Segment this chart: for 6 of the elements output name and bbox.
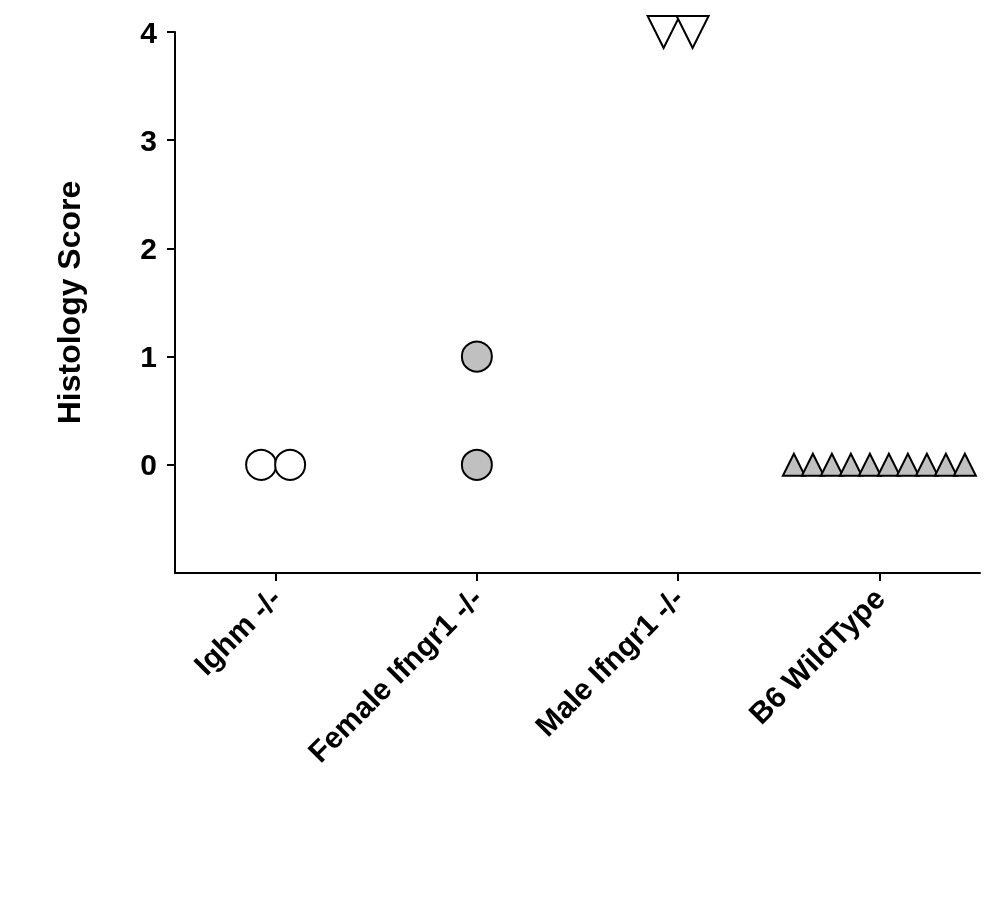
y-tick-label: 0 [140, 448, 157, 482]
y-tick-label: 2 [140, 231, 157, 265]
y-tick-label: 4 [140, 15, 158, 49]
y-tick-label: 1 [140, 340, 157, 374]
y-axis-title: Histology Score [51, 180, 87, 425]
y-tick-label: 3 [140, 123, 157, 157]
